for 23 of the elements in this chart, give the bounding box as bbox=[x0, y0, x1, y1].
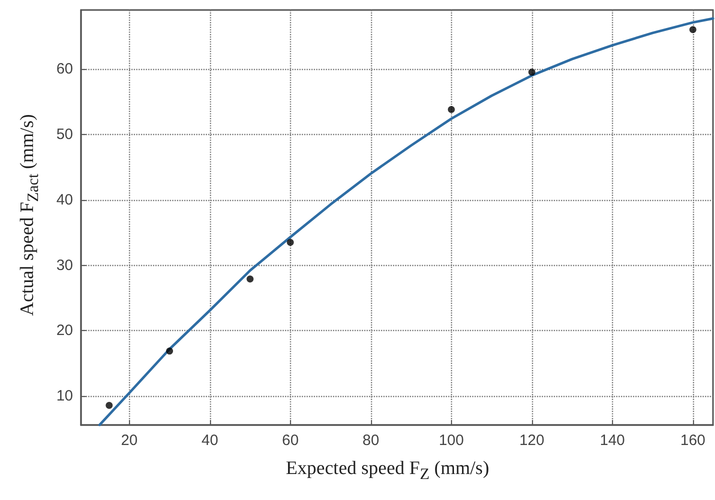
point bbox=[689, 26, 696, 34]
x-tick-label: 100 bbox=[438, 432, 464, 449]
point bbox=[528, 68, 536, 76]
x-tick-label: 120 bbox=[519, 432, 544, 449]
point bbox=[166, 348, 174, 355]
point bbox=[286, 238, 294, 246]
y-tick-label: 30 bbox=[56, 256, 73, 274]
x-tick-label: 60 bbox=[282, 432, 299, 449]
y-tick-label: 50 bbox=[56, 126, 73, 143]
x-tick-label: 140 bbox=[600, 432, 625, 449]
point bbox=[246, 276, 254, 283]
x-tick-label: 20 bbox=[120, 432, 138, 449]
y-tick-label: 40 bbox=[56, 191, 73, 208]
y-tick-label: 20 bbox=[56, 322, 73, 340]
line-series bbox=[98, 17, 714, 426]
x-tick-label: 40 bbox=[201, 432, 218, 449]
point bbox=[448, 106, 455, 113]
x-tick-label: 160 bbox=[680, 432, 706, 449]
x-axis-title: Expected speed F$_{Z}$ (mm/s) bbox=[284, 458, 490, 484]
y-tick-label: 10 bbox=[56, 388, 73, 405]
x-tick-label: 80 bbox=[362, 432, 380, 449]
y-tick-label: 60 bbox=[56, 60, 73, 78]
point bbox=[106, 402, 113, 409]
